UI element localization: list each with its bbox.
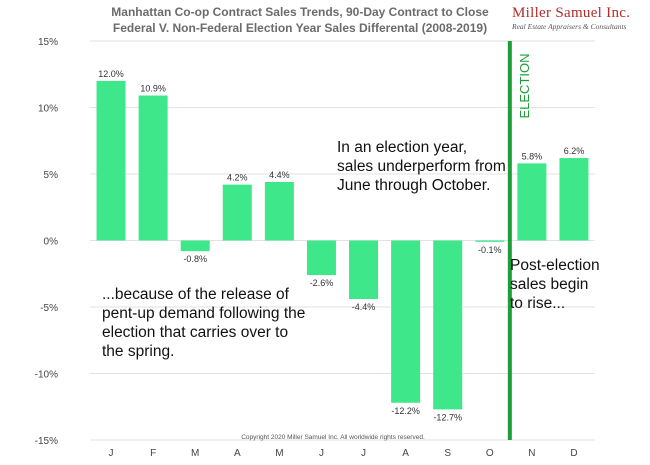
bar-value-label: 6.2% [564, 146, 585, 156]
bar [517, 163, 547, 241]
x-tick-label: A [234, 448, 241, 459]
bar [264, 181, 294, 241]
bar-value-label: -0.1% [478, 245, 502, 255]
y-tick-label: 10% [38, 104, 58, 115]
bar-value-label: 4.2% [227, 173, 248, 183]
bar [391, 240, 421, 403]
logo-name: Miller Samuel Inc. [512, 5, 631, 21]
bar-value-label: -12.7% [433, 412, 462, 422]
y-tick-label: 0% [44, 237, 59, 248]
bar [96, 80, 126, 241]
x-tick-label: M [191, 448, 199, 459]
bar [433, 240, 463, 410]
chart-title-line-1: Manhattan Co-op Contract Sales Trends, 9… [111, 5, 489, 19]
bar-value-label: -2.6% [310, 278, 334, 288]
x-tick-label: F [150, 448, 156, 459]
bar-value-label: 5.8% [522, 151, 543, 161]
bars [96, 80, 589, 410]
bar-value-label: 12.0% [98, 69, 124, 79]
bar [180, 240, 210, 252]
copyright-text: Copyright 2020 Miller Samuel Inc. All wo… [241, 434, 425, 441]
x-tick-label: J [319, 448, 324, 459]
bar [138, 95, 168, 241]
company-logo: Miller Samuel Inc. Real Estate Appraiser… [512, 4, 644, 31]
y-tick-label: 5% [44, 170, 59, 181]
x-tick-label: J [361, 448, 366, 459]
logo-tagline: Real Estate Appraisers & Consultants [512, 22, 627, 31]
y-axis: 15% 10% 5% 0% -5% -10% -15% [35, 37, 58, 447]
chart-title-line-2: Federal V. Non-Federal Election Year Sal… [112, 21, 488, 35]
bar-value-label: -4.4% [352, 302, 376, 312]
bar [559, 158, 589, 241]
x-tick-label: O [486, 448, 494, 459]
annotation-pent-up-demand: ...because of the release of pent-up dem… [102, 286, 306, 360]
bar-value-label: 4.4% [269, 170, 290, 180]
x-tick-label: A [402, 448, 409, 459]
y-tick-label: -10% [35, 370, 58, 381]
bar [222, 184, 252, 241]
annotation-post-election: Post-election sales begin to rise... [510, 257, 600, 312]
x-tick-label: S [444, 448, 451, 459]
y-tick-label: 15% [38, 37, 58, 48]
x-tick-label: D [570, 448, 577, 459]
bar-value-label: -12.2% [391, 406, 420, 416]
y-tick-label: -15% [35, 436, 58, 447]
x-tick-label: J [109, 448, 114, 459]
bar-value-label: -0.8% [183, 254, 207, 264]
x-tick-label: M [275, 448, 283, 459]
election-label: ELECTION [517, 53, 532, 118]
x-tick-label: N [528, 448, 535, 459]
bar [349, 240, 379, 300]
bar-value-label: 10.9% [140, 84, 166, 94]
data-labels: 12.0% 10.9% -0.8% 4.2% 4.4% -2.6% -4.4% -12.2% -… [98, 69, 584, 423]
annotation-election-year: In an election year, sales underperform … [337, 139, 506, 194]
bar [306, 240, 336, 276]
y-tick-label: -5% [40, 303, 58, 314]
chart-title: Manhattan Co-op Contract Sales Trends, 9… [80, 4, 520, 36]
bar [475, 240, 505, 242]
